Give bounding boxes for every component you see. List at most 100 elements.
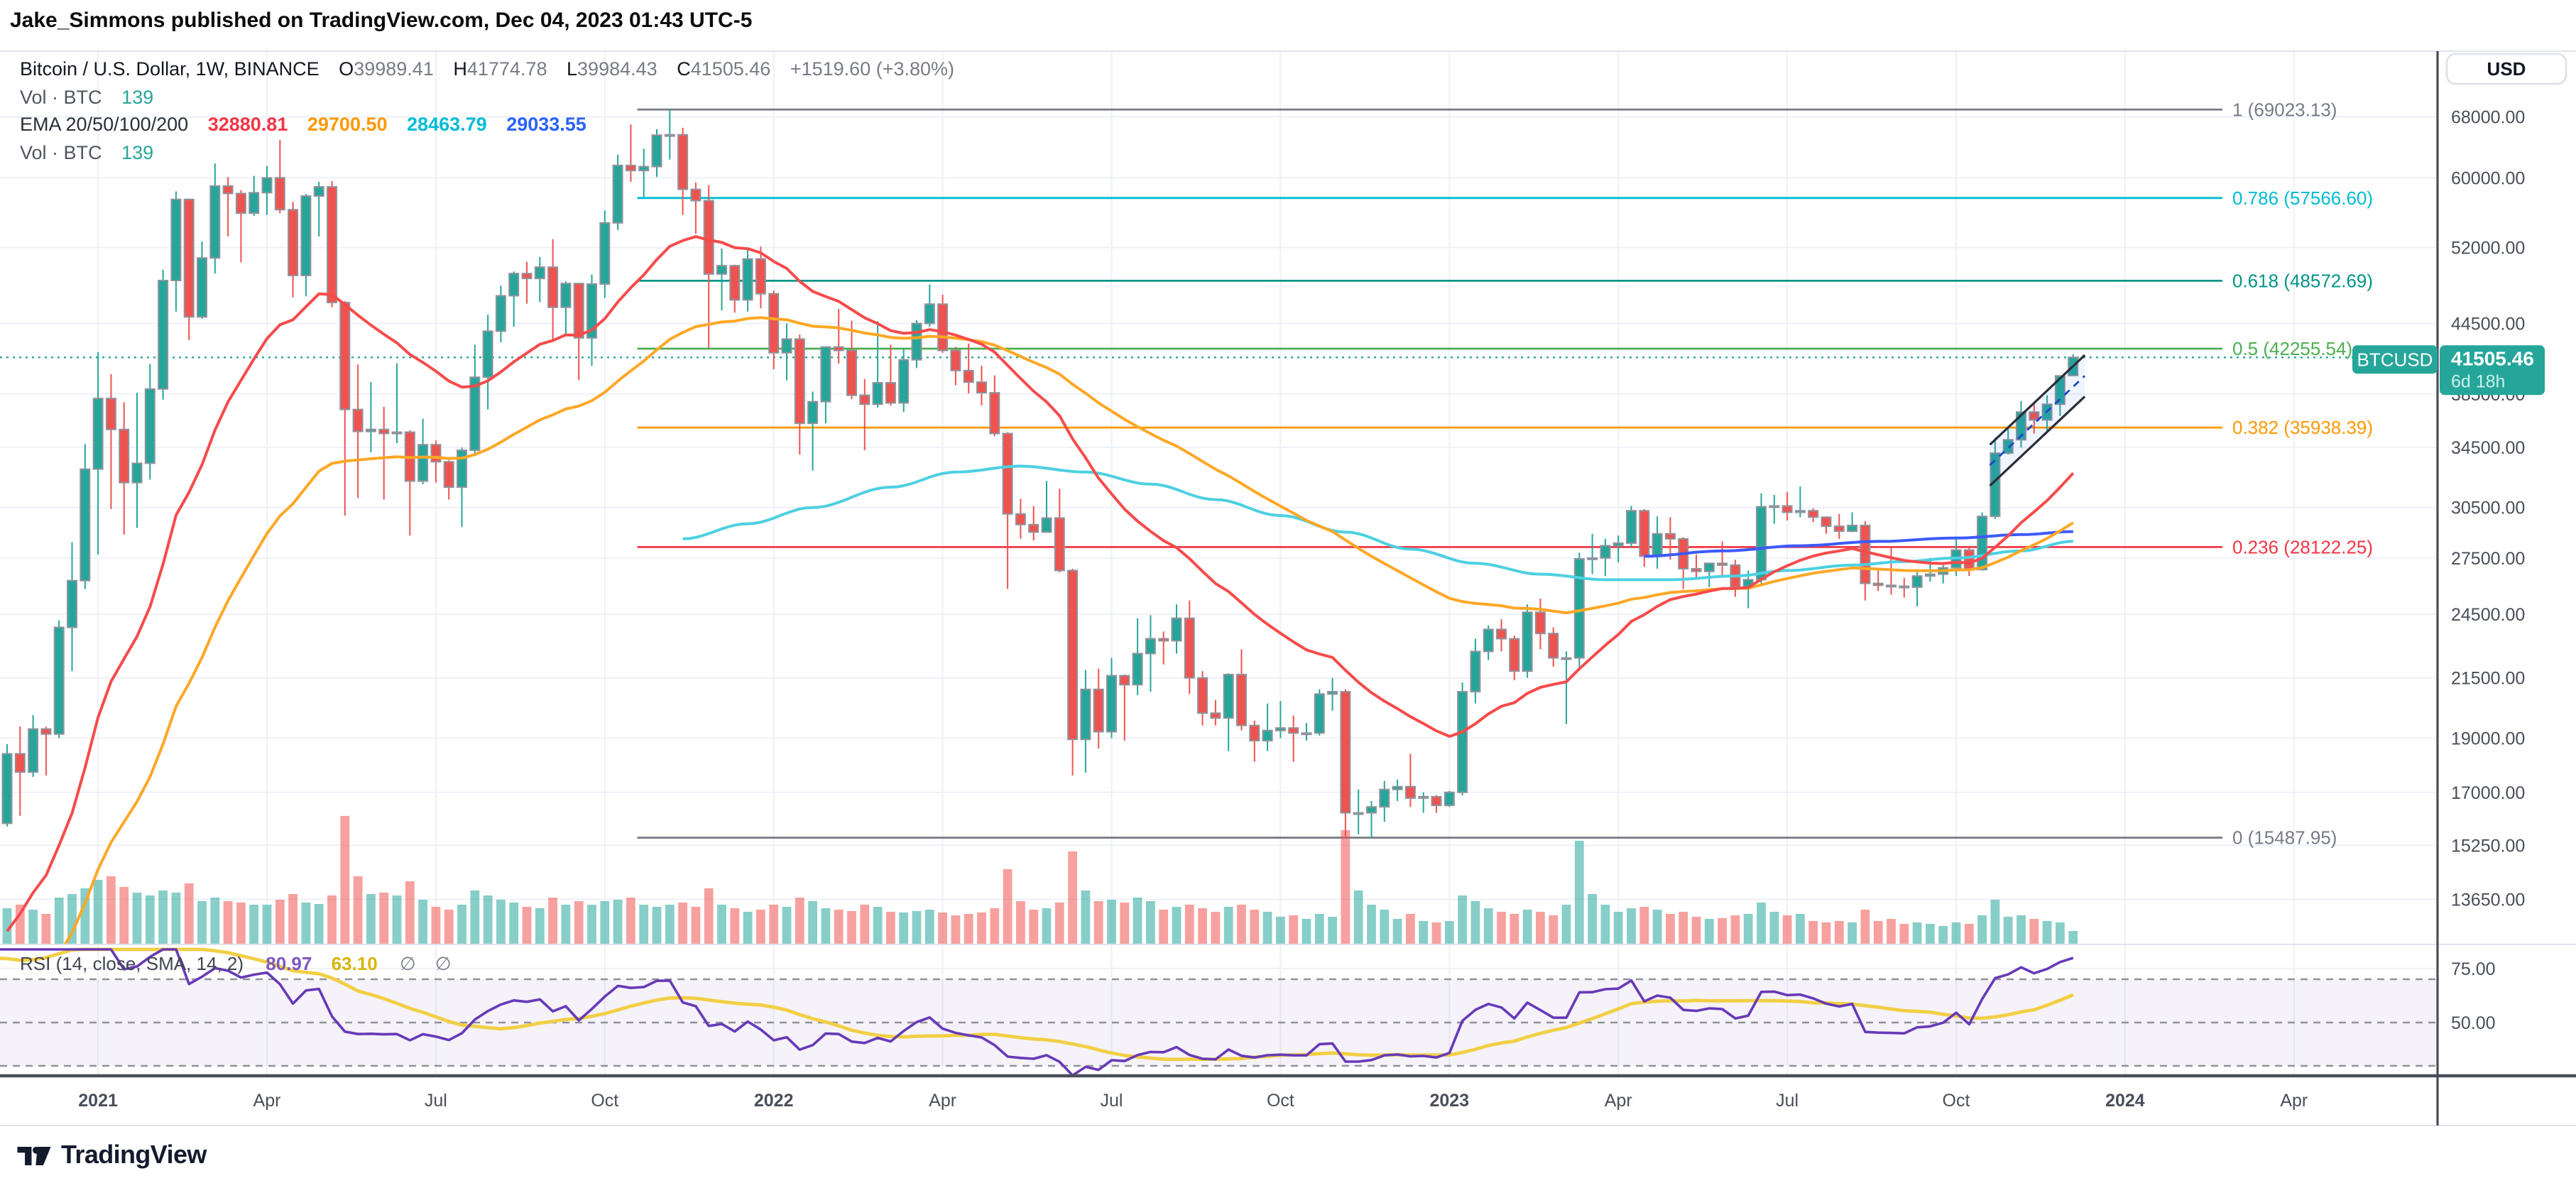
volume-bar [1081,890,1091,944]
candle [1340,691,1351,814]
grid-vertical [97,51,2295,1076]
candle [1171,617,1182,642]
rsi-tick-label[interactable]: 50.00 [2451,1013,2496,1033]
close-label: C [677,58,691,80]
legend-volume-row[interactable]: Vol · BTC 139 [20,83,954,111]
time-tick-label[interactable]: Oct [1267,1091,1294,1111]
candle [1184,617,1195,679]
legend-ema-row[interactable]: EMA 20/50/100/200 32880.81 29700.50 2846… [20,111,954,138]
fib-level-label[interactable]: 1 (69023.13) [2232,99,2337,120]
volume-bar [899,912,909,944]
candle [1054,517,1065,572]
currency-button[interactable]: USD [2445,53,2567,85]
time-tick-label[interactable]: Apr [929,1091,956,1111]
candle [1379,788,1390,808]
legend-volume-row-2[interactable]: Vol · BTC 139 [20,138,954,166]
legend-symbol-row[interactable]: Bitcoin / U.S. Dollar, 1W, BINANCE O3998… [20,55,954,83]
time-tick-label[interactable]: Jul [1101,1091,1123,1111]
volume-bar [1198,908,1207,944]
volume-label[interactable]: Vol · BTC [20,86,102,107]
candle [1561,657,1572,660]
symbol-description[interactable]: Bitcoin / U.S. Dollar, 1W, BINANCE [20,58,320,80]
currency-button-bg[interactable] [2445,53,2567,85]
time-tick-label[interactable]: 2021 [78,1091,118,1111]
candle [1119,675,1130,686]
volume-value: 139 [121,86,154,107]
volume-bar [1704,919,1714,944]
volume-bar [1743,914,1753,944]
candle [1639,510,1650,557]
fib-level-label[interactable]: 0.786 (57566.60) [2232,187,2373,209]
price-tick-label[interactable]: 13650.00 [2451,890,2525,910]
parallel-channel-drawing[interactable] [1989,354,2086,487]
volume-bar [522,907,532,944]
time-tick-label[interactable]: 2023 [1429,1091,1469,1111]
time-tick-label[interactable]: 2022 [754,1091,794,1111]
time-tick-label[interactable]: Oct [1943,1091,1970,1111]
price-tick-label[interactable]: 34500.00 [2451,438,2525,458]
time-tick-label[interactable]: 2024 [2105,1091,2145,1111]
fib-level-label[interactable]: 0.382 (35938.39) [2232,417,2373,438]
candle [1600,545,1611,559]
candle [1977,516,1988,571]
candle [950,349,961,371]
channel-lower-line[interactable] [1989,396,2086,487]
volume-bar [977,912,986,944]
tradingview-logo[interactable]: TradingView [17,1140,207,1170]
volume-bar [1419,921,1429,944]
candle [1275,727,1286,731]
candle [1067,570,1079,741]
currency-button-label[interactable]: USD [2487,58,2526,80]
price-tick-label[interactable]: 44500.00 [2451,314,2525,334]
price-tick-label[interactable]: 60000.00 [2451,168,2525,188]
rsi-tick-label[interactable]: 75.00 [2451,959,2496,979]
price-tick-label[interactable]: 15250.00 [2451,836,2525,856]
candle [781,338,792,354]
symbol-badge-bg [2352,345,2438,374]
volume-bar [1211,912,1221,944]
volume-bar [1301,919,1311,944]
price-tick-label[interactable]: 30500.00 [2451,498,2525,518]
volume-bar [262,905,272,944]
volume-bar [470,890,480,944]
candle [586,283,597,339]
symbol-badge[interactable]: BTCUSD [2352,345,2438,374]
candle [249,192,260,214]
volume-label-2[interactable]: Vol · BTC [20,141,102,163]
candle [1145,638,1156,655]
price-tick-label[interactable]: 27500.00 [2451,549,2525,569]
time-tick-label[interactable]: Jul [1776,1091,1799,1111]
time-tick-label[interactable]: Oct [591,1091,618,1111]
time-tick-label[interactable]: Apr [253,1091,281,1111]
channel-upper-line[interactable] [1989,354,2086,446]
rsi-label[interactable]: RSI (14, close, SMA, 14, 2) [20,953,244,974]
ema-label[interactable]: EMA 20/50/100/200 [20,114,189,135]
fib-level-label[interactable]: 0.236 (28122.25) [2232,536,2373,557]
open-label: O [339,58,354,80]
time-tick-label[interactable]: Jul [425,1091,447,1111]
time-tick-label[interactable]: Apr [1605,1091,1632,1111]
fib-level-label[interactable]: 0.618 (48572.69) [2232,270,2373,291]
volume-bar [561,905,571,944]
rsi-legend[interactable]: RSI (14, close, SMA, 14, 2) 80.97 63.10 … [20,953,452,976]
time-tick-label[interactable]: Apr [2280,1091,2308,1111]
price-tick-label[interactable]: 68000.00 [2451,108,2525,128]
price-tick-label[interactable]: 24500.00 [2451,605,2525,625]
fib-level-label[interactable]: 0.5 (42255.54) [2232,338,2352,359]
volume-bar [613,900,623,944]
volume-bar [951,915,961,944]
price-tick-label[interactable]: 19000.00 [2451,729,2525,748]
candle [92,398,104,470]
ema100-value: 28463.79 [407,114,487,135]
candle [327,186,337,304]
price-tick-label[interactable]: 17000.00 [2451,783,2525,803]
price-tick-label[interactable]: 52000.00 [2451,239,2525,258]
fib-level-label[interactable]: 0 (15487.95) [2232,827,2337,849]
candle [40,728,52,735]
price-tick-label[interactable]: 21500.00 [2451,669,2525,689]
rsi-series [0,947,2074,1074]
chart-legend[interactable]: Bitcoin / U.S. Dollar, 1W, BINANCE O3998… [20,55,954,166]
volume-bar [756,910,765,944]
